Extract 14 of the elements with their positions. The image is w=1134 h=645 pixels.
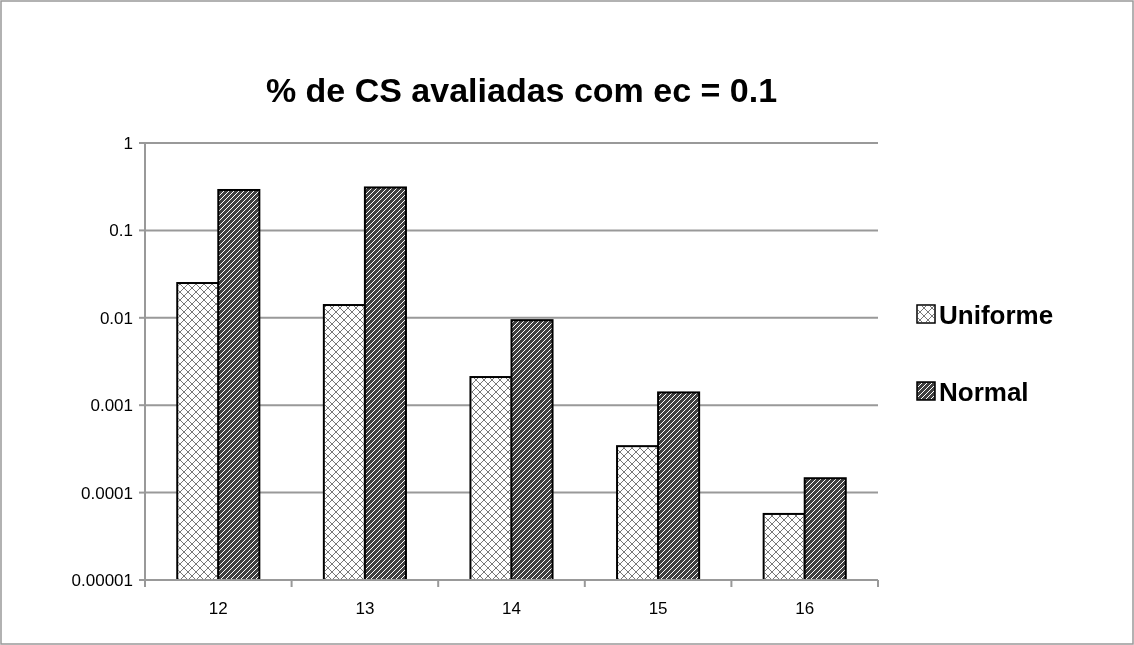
y-tick-label: 0.00001: [71, 570, 133, 590]
chart-title: % de CS avaliadas com ec = 0.1: [265, 71, 778, 109]
x-tick-label: 15: [648, 599, 668, 618]
x-tick-label: 16: [795, 599, 815, 618]
legend-label: Uniforme: [939, 300, 1054, 331]
y-tick-label: 0.01: [99, 308, 133, 328]
x-tick-label: 12: [208, 599, 228, 618]
y-tick-label: 1: [123, 133, 133, 153]
y-tick-label: 0.0001: [81, 483, 133, 503]
y-tick-label: 0.001: [90, 396, 133, 416]
y-tick-label: 0.1: [109, 221, 133, 241]
x-tick-label: 13: [355, 599, 375, 618]
x-tick-label: 14: [502, 599, 521, 618]
legend-label: Normal: [939, 377, 1029, 408]
